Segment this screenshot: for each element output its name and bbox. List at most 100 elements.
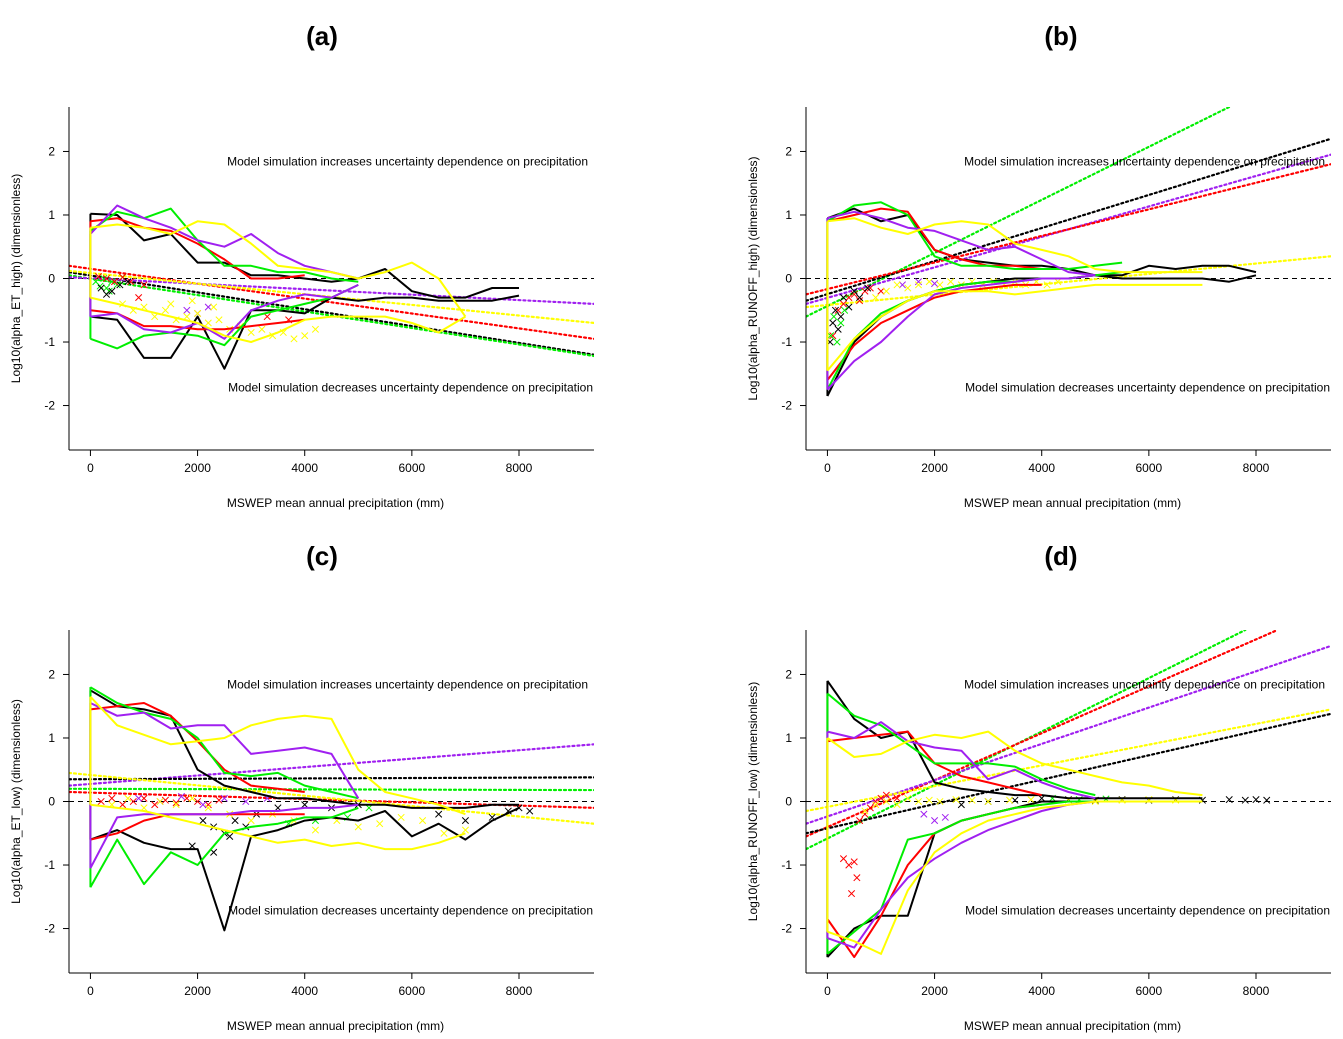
scatter-point bbox=[936, 281, 944, 289]
scatter-point bbox=[199, 801, 207, 809]
scatter-point bbox=[461, 817, 469, 825]
scatter-point bbox=[140, 794, 148, 802]
y-tick-label: 1 bbox=[785, 731, 792, 745]
envelope-lower-line bbox=[826, 800, 1096, 955]
scatter-point bbox=[127, 278, 135, 286]
y-tick-label: -2 bbox=[781, 922, 792, 936]
scatter-point bbox=[167, 300, 175, 308]
scatter-point bbox=[829, 319, 837, 327]
scatter-point bbox=[177, 792, 186, 800]
scatter-point bbox=[151, 313, 159, 321]
envelope-upper-line bbox=[89, 204, 359, 280]
scatter-point bbox=[952, 796, 960, 804]
envelope-upper-line bbox=[89, 696, 466, 816]
scatter-point bbox=[301, 332, 309, 340]
envelope-upper-line bbox=[89, 702, 360, 799]
y-tick-label: 0 bbox=[785, 272, 792, 286]
scatter-point bbox=[872, 801, 880, 809]
annotation-decrease: Model simulation decreases uncertainty d… bbox=[965, 904, 1330, 918]
panel-a: (a) 0 2000 4000 6000 8000 2 1 0 -1 -2 MSWEP mean an… bbox=[9, 21, 594, 510]
scatter-point bbox=[931, 280, 939, 288]
scatter-point bbox=[183, 794, 191, 802]
y-tick-label: -1 bbox=[44, 335, 55, 349]
scatter-point bbox=[311, 826, 319, 834]
trend-line bbox=[806, 630, 1279, 838]
scatter-point bbox=[861, 807, 869, 815]
envelope-lower-line bbox=[90, 806, 520, 932]
y-axis-title: Log10(alpha_RUNOFF_high) (dimensionless) bbox=[746, 156, 760, 400]
scatter-point bbox=[290, 335, 298, 343]
envelope-lower-line bbox=[90, 294, 520, 370]
y-axis-title: Log10(alpha_ET_low) (dimensionless) bbox=[9, 699, 23, 904]
scatter-point bbox=[920, 810, 928, 818]
scatter-point bbox=[866, 284, 874, 292]
envelope-upper-line bbox=[90, 212, 519, 299]
annotation-increase: Model simulation increases uncertainty d… bbox=[964, 154, 1325, 168]
scatter-point bbox=[850, 287, 858, 295]
x-tick-label: 2000 bbox=[921, 461, 948, 475]
scatter-point bbox=[376, 820, 384, 828]
scatter-point bbox=[1006, 796, 1014, 804]
scatter-point bbox=[898, 281, 906, 289]
envelope-upper-line bbox=[827, 217, 1203, 274]
panel-title: (c) bbox=[306, 541, 338, 571]
scatter-point bbox=[301, 801, 309, 809]
trend-line bbox=[69, 787, 594, 792]
scatter-point bbox=[210, 848, 218, 856]
scatter-point bbox=[839, 300, 848, 308]
x-tick-label: 4000 bbox=[1028, 984, 1055, 998]
scatter-point bbox=[925, 278, 933, 286]
scatter-point bbox=[247, 817, 255, 825]
scatter-point bbox=[931, 817, 939, 825]
x-tick-label: 6000 bbox=[399, 984, 426, 998]
scatter-point bbox=[94, 273, 103, 281]
scatter-point bbox=[893, 794, 901, 802]
x-tick-label: 6000 bbox=[1136, 461, 1163, 475]
panel-b: (b) 0 2000 4000 6000 8000 2 1 0 -1 -2 MSWEP mean an… bbox=[746, 21, 1331, 510]
y-tick-label: 2 bbox=[785, 667, 792, 681]
scatter-point bbox=[188, 297, 196, 305]
envelope-lower-line bbox=[827, 800, 1096, 949]
x-tick-label: 6000 bbox=[1136, 984, 1163, 998]
y-tick-label: -2 bbox=[44, 399, 55, 413]
trend-line bbox=[806, 708, 1331, 813]
x-axis-title: MSWEP mean annual precipitation (mm) bbox=[964, 1019, 1181, 1033]
envelope-lower-line bbox=[826, 283, 1203, 372]
scatter-point bbox=[161, 306, 169, 314]
envelope-upper-line bbox=[826, 680, 1203, 800]
scatter-point bbox=[853, 874, 861, 882]
scatter-point bbox=[263, 313, 271, 321]
scatter-point bbox=[856, 294, 864, 302]
scatter-point bbox=[877, 287, 885, 295]
scatter-point bbox=[839, 855, 848, 863]
scatter-point bbox=[188, 842, 196, 850]
envelope-lower-line bbox=[90, 296, 466, 343]
scatter-point bbox=[882, 797, 890, 806]
x-tick-label: 6000 bbox=[399, 461, 426, 475]
scatter-point bbox=[877, 794, 885, 802]
trend-line bbox=[806, 163, 1331, 296]
x-tick-label: 4000 bbox=[1028, 461, 1055, 475]
panel-d: (d) 0 2000 4000 6000 8000 2 1 0 -1 -2 MSWEP mean an… bbox=[746, 541, 1331, 1033]
scatter-point bbox=[461, 826, 469, 834]
envelope-upper-line bbox=[827, 210, 1096, 277]
scatter-point bbox=[172, 801, 180, 809]
envelope-lower-line bbox=[826, 274, 1096, 391]
envelope-lower-line bbox=[90, 283, 359, 350]
scatter-point bbox=[183, 306, 191, 314]
scatter-point bbox=[135, 794, 143, 802]
y-tick-label: -2 bbox=[781, 399, 792, 413]
envelope-lower-line bbox=[90, 283, 359, 340]
y-axis-title: Log10(alpha_RUNOFF_low) (dimensionless) bbox=[746, 682, 760, 921]
annotation-increase: Model simulation increases uncertainty d… bbox=[227, 677, 588, 691]
scatter-point bbox=[226, 832, 234, 840]
envelope-upper-line bbox=[826, 692, 1096, 797]
envelope-upper-line bbox=[827, 207, 1042, 270]
x-tick-label: 4000 bbox=[291, 461, 318, 475]
scatter-point bbox=[242, 797, 250, 806]
plot-area bbox=[69, 204, 594, 370]
y-tick-label: -1 bbox=[44, 858, 55, 872]
scatter-point bbox=[110, 278, 119, 286]
panel-title: (d) bbox=[1044, 541, 1077, 571]
x-tick-label: 2000 bbox=[184, 461, 211, 475]
